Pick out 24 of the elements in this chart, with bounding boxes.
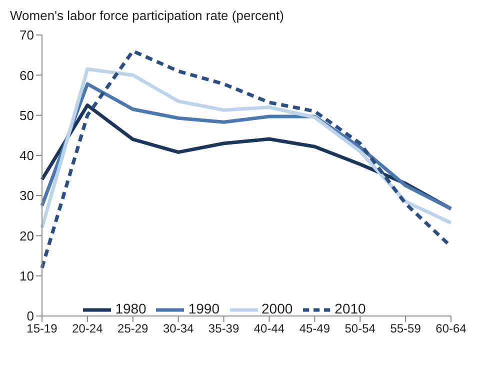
legend-label: 1980 xyxy=(115,300,146,317)
legend-label: 2000 xyxy=(262,300,293,317)
y-tick-label: 40 xyxy=(20,148,34,164)
y-tick-label: 0 xyxy=(26,308,34,324)
y-tick-label: 50 xyxy=(20,108,34,123)
x-tick-label: 60-64 xyxy=(436,322,467,336)
y-tick-label: 70 xyxy=(20,28,34,43)
x-tick-label: 15-19 xyxy=(26,322,58,336)
x-tick-label: 45-49 xyxy=(299,322,330,336)
x-tick-label: 25-29 xyxy=(118,322,149,336)
x-tick-label: 55-59 xyxy=(390,322,422,336)
y-tick-label: 30 xyxy=(20,188,34,204)
y-tick-label: 60 xyxy=(20,68,34,83)
legend-label: 2010 xyxy=(334,300,366,317)
x-tick-label: 30-34 xyxy=(162,322,194,336)
y-tick-label: 20 xyxy=(20,228,34,244)
x-tick-label: 35-39 xyxy=(208,322,240,336)
x-tick-label: 20-24 xyxy=(72,322,104,336)
y-tick-label: 10 xyxy=(20,268,34,284)
chart-title: Women's labor force participation rate (percent) xyxy=(10,8,285,23)
legend-label: 1990 xyxy=(188,300,220,317)
x-tick-label: 40-44 xyxy=(254,322,285,336)
x-tick-label: 50-54 xyxy=(344,322,376,336)
line-series xyxy=(40,67,453,230)
